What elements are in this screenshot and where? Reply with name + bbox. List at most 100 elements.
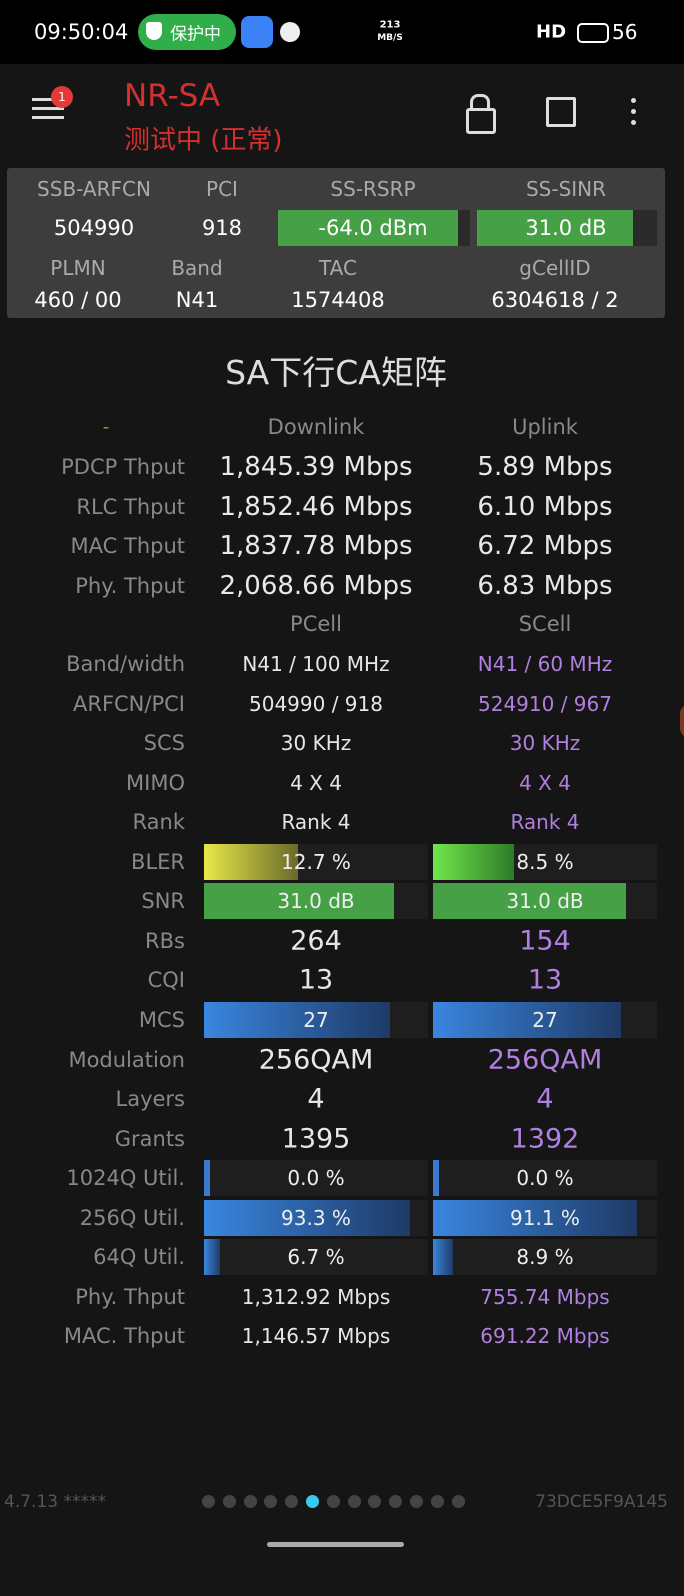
summary-value: 1574408	[291, 288, 385, 312]
share-button[interactable]	[546, 97, 576, 127]
pcell-value: 93.3 %	[281, 1205, 351, 1230]
downlink-value: 2,068.66 Mbps	[219, 571, 413, 602]
summary-value: 460 / 00	[34, 288, 122, 312]
row-label: SCS	[143, 731, 185, 756]
page-dot[interactable]	[326, 1495, 340, 1508]
column-header: SCell	[518, 612, 572, 636]
page-dot[interactable]	[243, 1495, 257, 1508]
row-label: MCS	[138, 1007, 185, 1032]
row-label: MAC. Thput	[63, 1324, 185, 1349]
scell-value: 524910 / 967	[478, 691, 612, 716]
pcell-value: Rank 4	[281, 810, 351, 835]
notification-count: 1	[58, 90, 66, 104]
summary-value: 31.0 dB	[525, 216, 607, 240]
downlink-value: 1,845.39 Mbps	[219, 452, 413, 482]
summary-value: 6304618 / 2	[491, 288, 619, 312]
summary-value: 918	[201, 216, 243, 240]
page-dot[interactable]	[451, 1495, 465, 1508]
page-dot[interactable]	[222, 1495, 236, 1508]
row-label: BLER	[131, 849, 185, 874]
bar-fill	[433, 1160, 439, 1197]
scell-value: N41 / 60 MHz	[477, 652, 613, 676]
scell-value: Rank 4	[510, 810, 580, 835]
battery-level: 56	[612, 20, 638, 44]
summary-header: PLMN	[50, 256, 106, 280]
page-dot[interactable]	[347, 1495, 361, 1508]
row-label: Phy. Thput	[75, 1284, 185, 1309]
pcell-value: 4 X 4	[290, 770, 342, 795]
rsrp-fill	[278, 210, 458, 246]
scell-value: 691.22 Mbps	[480, 1324, 610, 1349]
page-dot[interactable]	[264, 1495, 278, 1508]
clock: 09:50:04	[34, 20, 129, 44]
column-header: PCell	[290, 612, 342, 636]
row-label: SNR	[141, 889, 185, 914]
battery-icon	[577, 23, 609, 43]
bar-fill	[204, 883, 395, 920]
scell-value: 8.5 %	[516, 849, 574, 874]
pcell-value: 13	[298, 964, 334, 996]
bar-fill	[433, 1001, 622, 1038]
scell-value: 0.0 %	[516, 1166, 574, 1191]
row-label: Phy. Thput	[75, 574, 185, 599]
bar-fill	[204, 1239, 220, 1276]
row-label: Layers	[115, 1087, 186, 1112]
summary-value: -64.0 dBm	[318, 216, 428, 240]
summary-value: 504990	[53, 216, 135, 240]
pcell-value: 0.0 %	[287, 1166, 345, 1191]
section-title: SA下行CA矩阵	[225, 353, 447, 392]
sinr-fill	[477, 210, 633, 246]
row-label: CQI	[147, 968, 185, 993]
lock-shackle	[470, 94, 490, 111]
page-dot[interactable]	[410, 1495, 423, 1508]
notification-badge	[51, 86, 73, 108]
downlink-value: 1,852.46 Mbps	[219, 491, 413, 522]
scell-value: 256QAM	[487, 1044, 603, 1075]
row-label: MAC Thput	[70, 534, 185, 559]
scell-value: 31.0 dB	[506, 889, 584, 914]
row-label: RLC Thput	[76, 494, 185, 519]
page-dot[interactable]	[389, 1495, 403, 1508]
scell-value: 30 KHz	[509, 731, 581, 756]
home-indicator	[267, 1542, 404, 1547]
page-dot[interactable]	[306, 1495, 319, 1508]
summary-header: Band	[171, 256, 223, 280]
pcell-value: 30 KHz	[280, 731, 352, 756]
side-handle[interactable]	[680, 704, 684, 738]
row-label: Modulation	[68, 1047, 185, 1072]
summary-header: PCI	[206, 177, 238, 201]
pcell-value: 31.0 dB	[277, 889, 355, 914]
bar-fill	[433, 843, 514, 880]
scell-value: 4 X 4	[519, 770, 571, 795]
row-label: PDCP Thput	[61, 455, 185, 479]
menu-button[interactable]	[32, 98, 64, 101]
row-label: ARFCN/PCI	[72, 691, 185, 716]
pcell-value: 504990 / 918	[249, 691, 383, 716]
uplink-value: 6.10 Mbps	[477, 491, 613, 522]
row-label: 64Q Util.	[93, 1245, 185, 1270]
scell-value: 755.74 Mbps	[480, 1284, 610, 1309]
pcell-value: 1,146.57 Mbps	[241, 1324, 391, 1349]
row-label: 256Q Util.	[79, 1205, 185, 1230]
speed-unit: MB/S	[377, 33, 403, 43]
summary-header: gCellID	[519, 256, 591, 280]
more-button[interactable]	[631, 98, 636, 103]
scell-value: 91.1 %	[510, 1205, 580, 1230]
page-dot[interactable]	[368, 1495, 382, 1508]
column-header: -	[102, 416, 110, 438]
page-dot[interactable]	[430, 1495, 444, 1508]
bar-fill	[433, 1199, 637, 1236]
scell-value: 154	[519, 925, 571, 957]
uplink-value: 6.83 Mbps	[477, 571, 613, 602]
bar-fill	[204, 843, 299, 880]
pcell-value: 6.7 %	[287, 1245, 345, 1270]
lock-button[interactable]	[466, 108, 496, 134]
column-header: Uplink	[512, 415, 578, 439]
row-label: Rank	[132, 810, 185, 835]
pcell-value: 264	[290, 925, 342, 957]
summary-header: TAC	[319, 256, 357, 280]
page-dot[interactable]	[285, 1495, 299, 1508]
pcell-value: 12.7 %	[281, 849, 351, 874]
scell-value: 1392	[510, 1123, 580, 1155]
page-dot[interactable]	[202, 1495, 215, 1508]
